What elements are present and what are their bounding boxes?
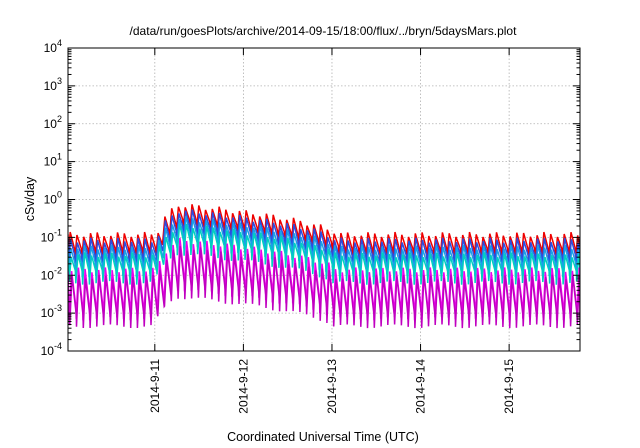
y-tick-label: 10-1 — [41, 227, 62, 244]
y-tick-label: 102 — [44, 114, 62, 131]
series-line — [68, 246, 580, 329]
x-tick-label: 2014-9-13 — [325, 359, 339, 414]
x-tick-label: 2014-9-15 — [502, 359, 516, 414]
y-tick-label: 101 — [44, 152, 62, 169]
x-tick-label: 2014-9-12 — [236, 359, 250, 414]
axis-ticks — [68, 47, 580, 352]
y-tick-label: 103 — [44, 76, 62, 93]
y-tick-label: 10-3 — [41, 303, 62, 320]
x-tick-label: 2014-9-14 — [414, 359, 428, 414]
series-line — [68, 223, 580, 285]
y-tick-labels: 10-4 10-3 10-2 10-1 100 101 102 103 104 — [41, 38, 62, 358]
y-tick-label: 10-2 — [41, 265, 62, 282]
x-tick-labels: 2014-9-11 2014-9-12 2014-9-13 2014-9-14 2014… — [148, 359, 516, 414]
x-tick-label: 2014-9-11 — [148, 359, 162, 413]
data-series — [68, 204, 580, 329]
chart-title: /data/run/goesPlots/archive/2014-09-15/1… — [130, 24, 518, 38]
x-axis-label: Coordinated Universal Time (UTC) — [227, 430, 419, 444]
y-axis-label: cSv/day — [23, 176, 37, 221]
y-tick-label: 100 — [44, 190, 62, 207]
y-tick-label: 104 — [44, 38, 62, 55]
y-tick-label: 10-4 — [41, 341, 62, 358]
